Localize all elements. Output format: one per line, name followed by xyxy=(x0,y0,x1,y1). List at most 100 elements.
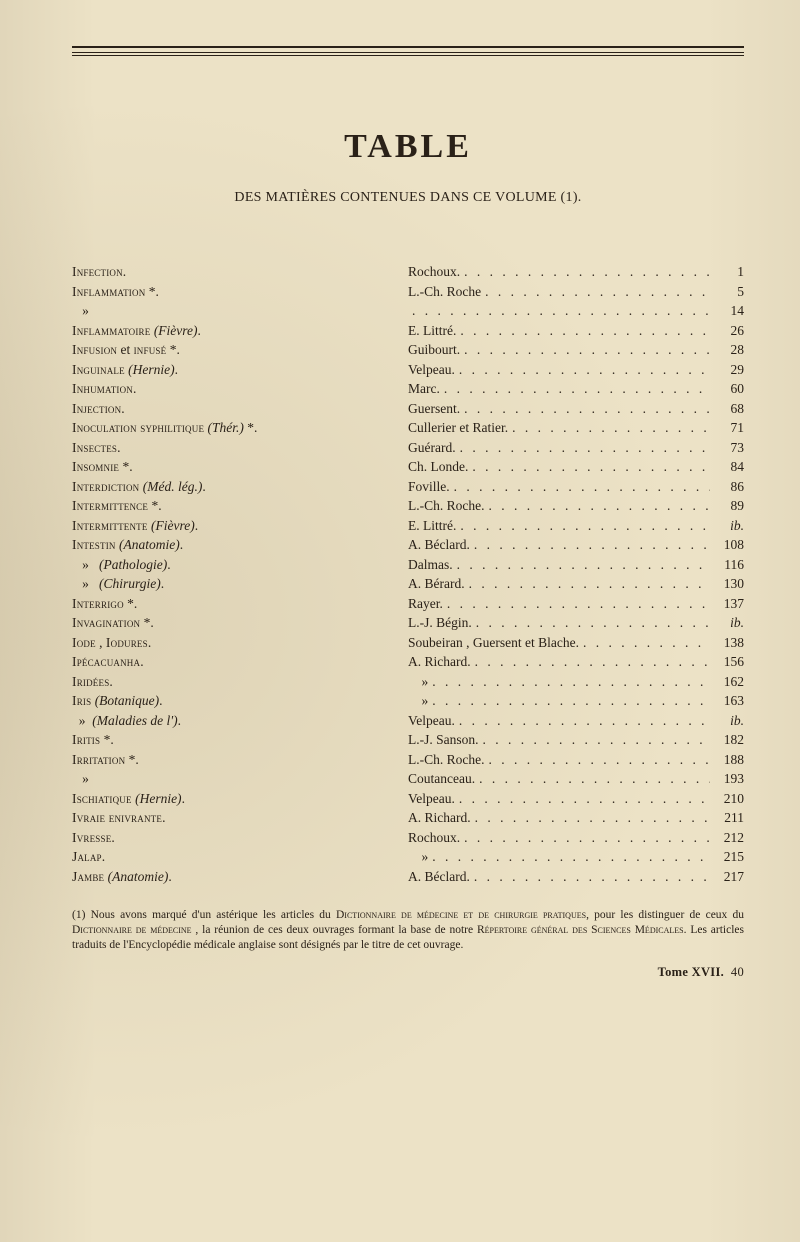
index-term: Interrigo *. xyxy=(72,594,368,614)
page-number: 29 xyxy=(710,360,744,380)
index-term: Inflammatoire (Fièvre). xyxy=(72,321,368,341)
index-term: Insomnie *. xyxy=(72,457,368,477)
index-term: Jalap. xyxy=(72,847,368,867)
columns: Infection.Inflammation *. »Inflammatoire… xyxy=(72,262,744,886)
index-author-row: »215 xyxy=(408,847,744,867)
author-label: E. Littré. xyxy=(408,516,456,536)
index-term: Iridées. xyxy=(72,672,368,692)
page-subtitle: DES MATIÈRES CONTENUES DANS CE VOLUME (1… xyxy=(72,190,744,206)
index-term: Iritis *. xyxy=(72,730,368,750)
index-term: Invagination *. xyxy=(72,613,368,633)
page-number: 108 xyxy=(710,535,744,555)
leader-dots xyxy=(471,652,710,672)
leader-dots xyxy=(440,379,710,399)
index-author-row: Velpeau.210 xyxy=(408,789,744,809)
page-number: 188 xyxy=(710,750,744,770)
page-number: 162 xyxy=(710,672,744,692)
index-author-row: Foville.86 xyxy=(408,477,744,497)
leader-dots xyxy=(470,535,710,555)
leader-dots xyxy=(468,457,710,477)
page-number: 182 xyxy=(710,730,744,750)
index-author-row: Dalmas.116 xyxy=(408,555,744,575)
author-label: L.-J. Sanson. xyxy=(408,730,479,750)
index-author-row: »162 xyxy=(408,672,744,692)
page-number: 137 xyxy=(710,594,744,614)
index-author-row: Soubeiran , Guersent et Blache. 138 xyxy=(408,633,744,653)
page-number: 156 xyxy=(710,652,744,672)
index-author-row: Guérard.73 xyxy=(408,438,744,458)
index-author-row: Ch. Londe.84 xyxy=(408,457,744,477)
leader-dots xyxy=(475,769,710,789)
leader-dots xyxy=(508,418,710,438)
index-author-row: L.-J. Bégin. ib. xyxy=(408,613,744,633)
footnote: (1) Nous avons marqué d'un astérique les… xyxy=(72,908,744,953)
leader-dots xyxy=(456,438,710,458)
leader-dots xyxy=(465,574,710,594)
index-author-row: 14 xyxy=(408,301,744,321)
index-author-row: L.-Ch. Roche5 xyxy=(408,282,744,302)
leader-dots xyxy=(443,594,710,614)
leader-dots xyxy=(470,867,710,887)
author-label: A. Richard. xyxy=(408,808,471,828)
index-author-row: A. Béclard.108 xyxy=(408,535,744,555)
author-label: Velpeau. xyxy=(408,360,455,380)
page-number: 130 xyxy=(710,574,744,594)
index-author-row: A. Béclard.217 xyxy=(408,867,744,887)
page-number: 68 xyxy=(710,399,744,419)
leader-dots xyxy=(460,340,710,360)
page-number: 73 xyxy=(710,438,744,458)
right-column: Rochoux.1L.-Ch. Roche514E. Littré.26Guib… xyxy=(408,262,744,886)
index-term: » (Maladies de l'). xyxy=(72,711,368,731)
author-label: Soubeiran , Guersent et Blache. xyxy=(408,633,579,653)
leader-dots xyxy=(428,691,710,711)
top-rule xyxy=(72,55,744,56)
author-label: Guersent. xyxy=(408,399,460,419)
page-number: 26 xyxy=(710,321,744,341)
index-author-row: L.-J. Sanson. 182 xyxy=(408,730,744,750)
author-label: » xyxy=(408,847,428,867)
page-number: 138 xyxy=(710,633,744,653)
index-author-row: Rayer.137 xyxy=(408,594,744,614)
author-label: Ch. Londe. xyxy=(408,457,468,477)
index-author-row: Marc.60 xyxy=(408,379,744,399)
index-term: Ivresse. xyxy=(72,828,368,848)
author-label: E. Littré. xyxy=(408,321,456,341)
index-term: Inguinale (Hernie). xyxy=(72,360,368,380)
index-author-row: Velpeau.ib. xyxy=(408,711,744,731)
author-label: Guibourt. xyxy=(408,340,460,360)
leader-dots xyxy=(450,477,710,497)
page-number: 60 xyxy=(710,379,744,399)
index-term: Infusion et infusé *. xyxy=(72,340,368,360)
leader-dots xyxy=(471,808,710,828)
leader-dots xyxy=(481,282,710,302)
author-label: Dalmas. xyxy=(408,555,453,575)
author-label: L.-J. Bégin. xyxy=(408,613,472,633)
index-term: Injection. xyxy=(72,399,368,419)
index-term: Intermittence *. xyxy=(72,496,368,516)
leader-dots xyxy=(455,360,710,380)
page: TABLE DES MATIÈRES CONTENUES DANS CE VOL… xyxy=(0,0,800,1242)
index-author-row: Guersent. 68 xyxy=(408,399,744,419)
index-term: Jambe (Anatomie). xyxy=(72,867,368,887)
leader-dots xyxy=(485,496,711,516)
leader-dots xyxy=(460,828,710,848)
author-label: A. Béclard. xyxy=(408,867,470,887)
index-term: Insectes. xyxy=(72,438,368,458)
author-label: Rochoux. xyxy=(408,262,460,282)
page-number: 89 xyxy=(710,496,744,516)
index-term: Ischiatique (Hernie). xyxy=(72,789,368,809)
leader-dots xyxy=(472,613,710,633)
index-author-row: L.-Ch. Roche.188 xyxy=(408,750,744,770)
index-author-row: Cullerier et Ratier.71 xyxy=(408,418,744,438)
leader-dots xyxy=(455,711,710,731)
page-number: ib. xyxy=(710,613,744,633)
index-author-row: E. Littré. 26 xyxy=(408,321,744,341)
leader-dots xyxy=(456,321,710,341)
top-double-rule xyxy=(72,46,744,53)
page-number: 5 xyxy=(710,282,744,302)
index-author-row: Rochoux.1 xyxy=(408,262,744,282)
index-author-row: Coutanceau.193 xyxy=(408,769,744,789)
leader-dots xyxy=(455,789,710,809)
leader-dots xyxy=(460,399,710,419)
author-label: Cullerier et Ratier. xyxy=(408,418,508,438)
